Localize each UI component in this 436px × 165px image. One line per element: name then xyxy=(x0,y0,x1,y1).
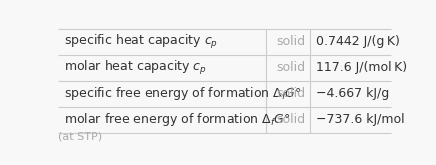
Text: solid: solid xyxy=(276,35,306,48)
Text: solid: solid xyxy=(276,61,306,74)
Text: (at STP): (at STP) xyxy=(58,132,102,142)
Text: −737.6 kJ/mol: −737.6 kJ/mol xyxy=(316,113,404,126)
Text: solid: solid xyxy=(276,87,306,100)
Text: molar heat capacity $c_p$: molar heat capacity $c_p$ xyxy=(64,59,207,77)
Text: specific free energy of formation $\Delta_f G°$: specific free energy of formation $\Delt… xyxy=(64,85,302,102)
Text: specific heat capacity $c_p$: specific heat capacity $c_p$ xyxy=(64,33,218,51)
Text: solid: solid xyxy=(276,113,306,126)
Text: 117.6 J/(mol K): 117.6 J/(mol K) xyxy=(316,61,407,74)
Text: 0.7442 J/(g K): 0.7442 J/(g K) xyxy=(316,35,399,48)
Text: molar free energy of formation $\Delta_f G°$: molar free energy of formation $\Delta_f… xyxy=(64,111,290,128)
Text: −4.667 kJ/g: −4.667 kJ/g xyxy=(316,87,389,100)
